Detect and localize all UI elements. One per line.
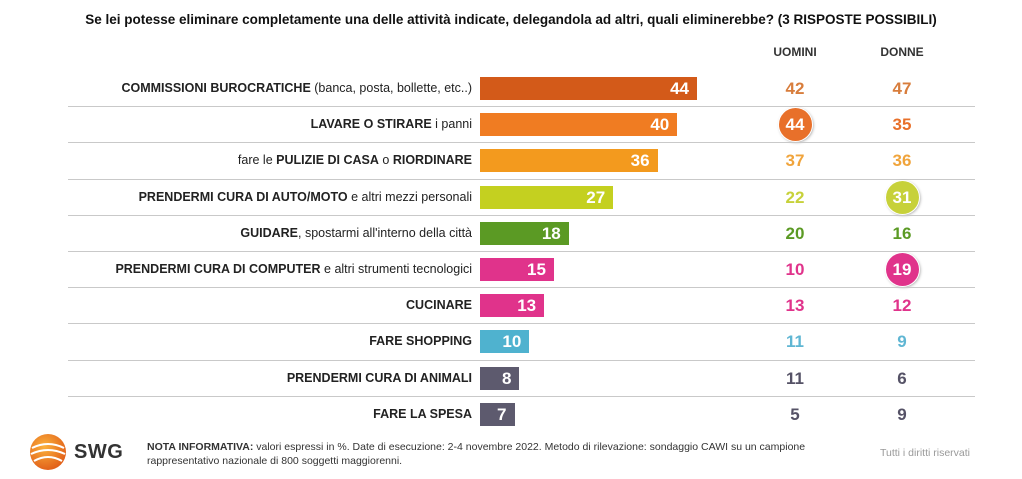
row-divider bbox=[68, 323, 975, 325]
row-divider bbox=[68, 251, 975, 252]
bar-value-label: 7 bbox=[497, 404, 507, 424]
bar-value-label: 18 bbox=[541, 223, 561, 243]
bar-value-label: 15 bbox=[527, 260, 546, 279]
bar-value-label: 13 bbox=[517, 296, 537, 316]
women-value: 36 bbox=[892, 151, 912, 171]
bar-value-label: 10 bbox=[502, 332, 522, 352]
row-divider bbox=[68, 395, 975, 397]
row-divider bbox=[68, 142, 975, 144]
bar-value-label: 27 bbox=[586, 187, 606, 207]
men-value: 5 bbox=[790, 404, 800, 424]
total-bar: 40 bbox=[480, 113, 678, 137]
men-value: 11 bbox=[786, 368, 804, 388]
total-bar: 13 bbox=[480, 294, 545, 318]
men-value: 20 bbox=[785, 223, 805, 243]
category-label: fare le PULIZIE DI CASA o RIORDINARE bbox=[237, 153, 472, 168]
women-value: 12 bbox=[892, 296, 912, 316]
bar-value-label: 36 bbox=[630, 151, 650, 171]
chart-row: FARE SHOPPING 10 11 9 bbox=[0, 323, 1022, 359]
bar-value-label: 8 bbox=[501, 368, 512, 388]
chart-row: PRENDERMI CURA DI COMPUTER e altri strum… bbox=[0, 251, 1022, 287]
total-bar: 15 bbox=[480, 258, 554, 281]
total-bar: 10 bbox=[480, 330, 530, 354]
women-value: 6 bbox=[897, 368, 907, 388]
row-divider bbox=[68, 359, 975, 361]
category-label: GUIDARE, spostarmi all'interno della cit… bbox=[240, 225, 472, 240]
women-value: 31 bbox=[872, 179, 932, 215]
note-label: NOTA INFORMATIVA: bbox=[147, 441, 254, 453]
men-value: 13 bbox=[785, 296, 805, 316]
category-label: LAVARE O STIRARE i panni bbox=[310, 117, 472, 132]
chart-row: fare le PULIZIE DI CASA o RIORDINARE 36 37… bbox=[0, 142, 1022, 178]
swg-logo-icon bbox=[30, 434, 66, 470]
women-value: 9 bbox=[897, 332, 907, 352]
chart-row: GUIDARE, spostarmi all'interno della cit… bbox=[0, 214, 1022, 251]
logo-text: SWG bbox=[74, 441, 124, 463]
women-value: 35 bbox=[892, 115, 912, 135]
category-label: PRENDERMI CURA DI AUTO/MOTO e altri mezz… bbox=[138, 189, 472, 204]
chart-row: PRENDERMI CURA DI ANIMALI 8 11 6 bbox=[0, 359, 1022, 396]
category-label: PRENDERMI CURA DI ANIMALI bbox=[286, 370, 472, 385]
category-label: FARE SHOPPING bbox=[369, 334, 472, 349]
total-bar: 36 bbox=[480, 149, 658, 173]
men-value: 37 bbox=[785, 151, 805, 171]
men-value: 22 bbox=[785, 187, 805, 207]
men-value: 44 bbox=[765, 106, 825, 142]
chart-row: FARE LA SPESA 7 5 9 bbox=[0, 395, 1022, 432]
total-bar: 18 bbox=[480, 221, 569, 245]
column-header-women: DONNE bbox=[880, 45, 924, 59]
total-bar: 44 bbox=[480, 77, 697, 100]
row-divider bbox=[68, 287, 975, 289]
chart-row: LAVARE O STIRARE i panni 40 44 35 bbox=[0, 106, 1022, 142]
row-divider bbox=[68, 106, 975, 108]
info-note: NOTA INFORMATIVA: valori espressi in %. … bbox=[147, 440, 827, 468]
women-value: 47 bbox=[892, 79, 912, 98]
women-value: 16 bbox=[892, 223, 912, 243]
men-value: 10 bbox=[785, 260, 805, 279]
copyright-text: Tutti i diritti riservati bbox=[879, 447, 970, 459]
category-label: FARE LA SPESA bbox=[373, 406, 472, 421]
chart-row: PRENDERMI CURA DI AUTO/MOTO e altri mezz… bbox=[0, 178, 1022, 215]
category-label: PRENDERMI CURA DI COMPUTER e altri strum… bbox=[115, 262, 472, 276]
chart-row: CUCINARE 13 13 12 bbox=[0, 287, 1022, 323]
column-header-men: UOMINI bbox=[773, 45, 817, 59]
total-bar: 8 bbox=[480, 366, 520, 390]
note-text: valori espressi in %. Date di esecuzione… bbox=[147, 441, 806, 467]
row-divider bbox=[68, 214, 975, 216]
men-value: 11 bbox=[786, 332, 804, 352]
men-value: 42 bbox=[785, 79, 805, 98]
women-value: 19 bbox=[872, 251, 932, 287]
women-value: 9 bbox=[897, 404, 907, 424]
category-label: COMMISSIONI BUROCRATICHE (banca, posta, … bbox=[121, 81, 472, 95]
chart-row: COMMISSIONI BUROCRATICHE (banca, posta, … bbox=[0, 70, 1022, 106]
category-label: CUCINARE bbox=[406, 298, 472, 313]
bar-value-label: 40 bbox=[650, 115, 670, 135]
total-bar: 27 bbox=[480, 185, 614, 209]
row-divider bbox=[68, 178, 975, 180]
total-bar: 7 bbox=[480, 402, 515, 426]
bar-value-label: 44 bbox=[670, 79, 689, 98]
chart-title: Se lei potesse eliminare completamente u… bbox=[85, 12, 937, 27]
